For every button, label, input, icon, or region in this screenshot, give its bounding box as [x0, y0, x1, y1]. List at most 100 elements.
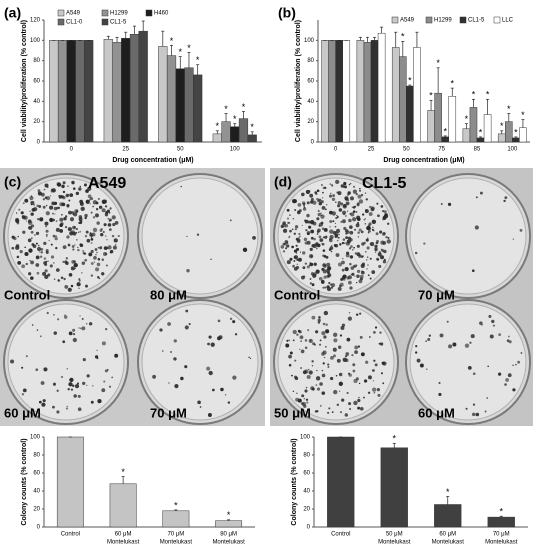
colony	[425, 368, 428, 370]
colony	[84, 213, 88, 218]
colony	[227, 401, 231, 404]
colony	[286, 244, 290, 248]
colony	[472, 372, 476, 376]
significance: *	[187, 43, 191, 53]
colony	[101, 258, 105, 262]
colony	[380, 205, 384, 208]
colony	[49, 205, 54, 210]
colony	[42, 198, 45, 201]
colony	[289, 257, 293, 261]
x-axis-label: Drug concentration (μM)	[112, 157, 193, 164]
colony	[347, 316, 353, 321]
colony	[356, 274, 360, 278]
colony	[318, 235, 322, 239]
y-axis-label: Colony counts (% control)	[21, 438, 28, 525]
colony	[65, 407, 69, 410]
colony	[304, 339, 308, 342]
colony	[464, 343, 470, 348]
colony	[97, 247, 100, 249]
colony	[322, 263, 327, 267]
colony	[94, 213, 99, 218]
colony	[82, 381, 86, 386]
colony	[504, 383, 507, 386]
colony	[345, 215, 347, 217]
colony	[345, 253, 350, 258]
significance: *	[446, 487, 450, 497]
panel-label: (d)	[274, 174, 292, 190]
colony	[66, 203, 70, 208]
legend-label: H1299	[434, 18, 452, 24]
colony	[308, 370, 313, 375]
colony	[325, 329, 330, 334]
dish-inner	[409, 177, 527, 295]
colony	[360, 193, 364, 197]
colony	[351, 354, 354, 357]
colony	[357, 398, 361, 403]
colony	[40, 381, 45, 385]
colony	[38, 205, 42, 208]
colony	[355, 211, 358, 213]
colony	[484, 410, 487, 413]
colony	[180, 376, 184, 381]
colony	[78, 278, 81, 281]
colony	[337, 204, 341, 208]
colony	[69, 377, 74, 383]
colony	[29, 259, 31, 262]
colony	[18, 208, 21, 211]
colony	[380, 342, 384, 346]
colony	[471, 269, 475, 273]
colony	[338, 390, 341, 392]
colony	[242, 247, 248, 253]
colony	[44, 221, 49, 226]
colony	[72, 333, 76, 336]
colony	[427, 337, 431, 341]
colony	[298, 232, 301, 236]
colony	[17, 235, 20, 238]
colony	[348, 183, 351, 186]
colony	[167, 322, 171, 326]
bar	[505, 121, 513, 143]
colony	[85, 322, 88, 325]
colony	[367, 224, 371, 227]
significance: *	[216, 121, 220, 131]
colony	[379, 230, 383, 234]
colony	[173, 339, 177, 343]
colony	[61, 184, 65, 189]
colony	[101, 199, 107, 204]
colony	[90, 197, 94, 201]
legend-swatch	[425, 16, 433, 24]
colony	[24, 198, 29, 203]
legend-swatch	[101, 9, 109, 17]
colony	[97, 258, 101, 261]
colony	[368, 206, 371, 208]
colony	[503, 199, 506, 203]
colony	[72, 328, 76, 332]
colony	[71, 230, 76, 235]
bar	[497, 133, 506, 143]
colony	[286, 217, 289, 220]
bar	[109, 483, 137, 528]
colony	[50, 243, 53, 246]
colony	[27, 226, 31, 230]
colony	[57, 206, 61, 210]
colony	[300, 366, 303, 369]
colony	[101, 341, 106, 346]
colony	[313, 237, 316, 241]
colony	[313, 262, 317, 266]
colony	[186, 268, 190, 273]
colony	[56, 410, 60, 414]
colony	[512, 238, 514, 240]
y-tick-label: 60	[307, 79, 314, 85]
colony	[337, 236, 340, 239]
colony	[327, 266, 332, 271]
colony	[339, 334, 343, 337]
colony	[344, 229, 349, 233]
colony	[349, 182, 352, 185]
colony	[308, 190, 311, 192]
colony	[30, 230, 34, 234]
colony	[67, 185, 69, 187]
colony	[334, 235, 337, 238]
colony	[336, 239, 339, 242]
colony	[288, 236, 291, 239]
colony	[35, 231, 40, 236]
